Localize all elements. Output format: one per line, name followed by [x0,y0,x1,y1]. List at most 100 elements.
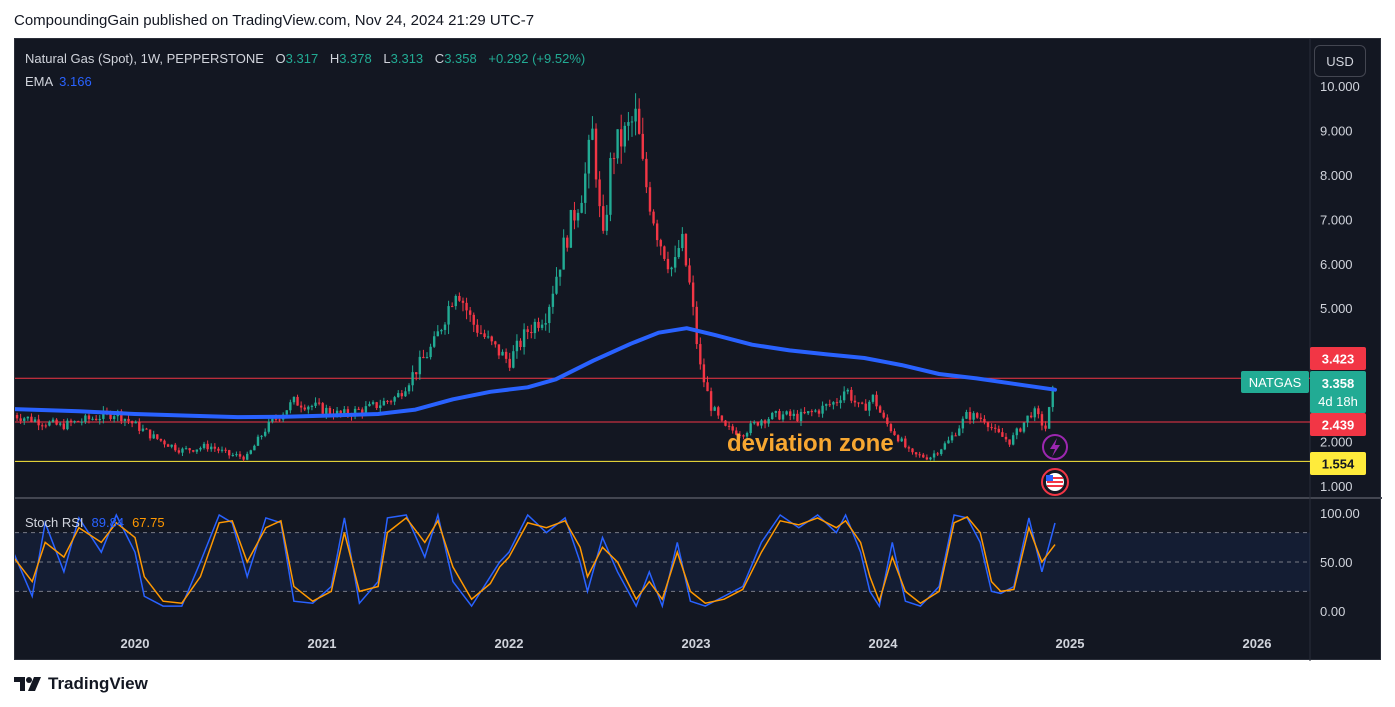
candle-body [310,405,314,407]
ticker-tag-bg [1241,371,1309,393]
tradingview-logo-icon [14,677,41,691]
candle-body [727,425,731,427]
candle-body [55,419,58,425]
candle-body [958,428,961,436]
candle-body [706,382,709,392]
candle-body [479,332,483,334]
candle-body [979,417,983,419]
candle-body [742,435,745,437]
candle-body [709,391,713,411]
candle-body [659,240,662,247]
candle-body [799,411,803,422]
candle-body [23,418,26,421]
candle-body [605,214,609,231]
candle-body [472,314,475,325]
time-tick-label: 2023 [682,636,711,651]
candle-body [724,420,727,426]
price-tick-label: 9.000 [1320,123,1353,138]
candle-body [87,415,91,420]
candle-body [508,358,511,368]
price-tick-label: 6.000 [1320,257,1353,272]
candle-body [864,403,867,411]
us-flag-stripe [1047,477,1063,479]
candle-body [807,411,810,414]
candle-body [555,276,558,294]
candle-body [1004,436,1008,440]
candle-body [123,418,127,422]
candle-body [558,269,562,277]
candle-body [753,421,756,424]
candle-body [386,400,389,402]
candle-body [353,408,357,417]
candle-body [670,267,673,270]
candle-body [450,306,454,308]
candle-body [371,402,375,404]
price-tick-label: 7.000 [1320,212,1353,227]
candle-body [159,438,163,441]
candle-body [548,306,551,324]
candle-body [501,351,504,356]
candle-body [842,391,846,401]
candle-body [522,329,526,347]
candle-body [307,406,310,410]
candle-body [213,446,217,449]
candle-body [177,450,181,453]
time-tick-label: 2020 [121,636,150,651]
chart-panel[interactable]: 10.000 9.000 8.000 7.000 6.000 5.000 2.000 1.00… [14,38,1382,661]
candle-body [461,300,465,303]
candle-body [174,444,177,451]
candle-body [112,416,116,420]
candle-body [314,402,317,406]
time-tick-label: 2025 [1056,636,1085,651]
deviation-zone-annotation: deviation zone [727,430,894,457]
candle-body [767,419,770,424]
candle-body [519,340,522,347]
candle-body [303,407,306,410]
candle-body [41,425,44,427]
candle-body [1037,408,1040,415]
candle-body [202,443,206,448]
price-chart[interactable]: 10.000 9.000 8.000 7.000 6.000 5.000 2.000 1.00… [15,39,1382,661]
candle-body [749,423,752,434]
time-tick-label: 2021 [308,636,337,651]
candle-body [375,402,378,408]
candle-body [620,129,623,147]
candle-body [976,413,979,418]
candle-body [476,324,479,333]
candle-body [267,421,270,432]
candle-body [627,122,630,126]
candle-body [91,418,94,420]
candle-body [217,448,220,451]
ohlc-legend: Natural Gas (Spot), 1W, PEPPERSTONE O3.3… [25,51,593,66]
candle-body [573,210,576,221]
candle-body [537,321,540,328]
candle-body [763,420,767,424]
candle-body [328,407,332,414]
rsi-tick-label: 0.00 [1320,604,1345,619]
candle-body [544,323,547,325]
price-tick-label: 5.000 [1320,301,1353,316]
candle-body [569,210,573,248]
candle-body [299,405,303,408]
candle-body [994,427,997,429]
candle-body [882,412,885,418]
currency-button[interactable]: USD [1314,45,1366,77]
candle-body [878,406,882,413]
candle-body [152,434,155,439]
candle-body [918,454,921,456]
candle-body [796,413,799,422]
candle-body [490,336,493,342]
candle-body [231,455,235,457]
candle-body [1011,435,1015,445]
candle-body [778,411,781,420]
candle-body [587,139,591,174]
candle-body [256,436,260,446]
candle-body [789,411,792,416]
candle-body [404,391,407,397]
candle-body [652,211,655,224]
candle-body [673,257,677,268]
time-tick-label: 2026 [1243,636,1272,651]
candle-body [551,293,555,307]
low-value: 3.313 [390,51,424,66]
candle-body [580,202,583,213]
